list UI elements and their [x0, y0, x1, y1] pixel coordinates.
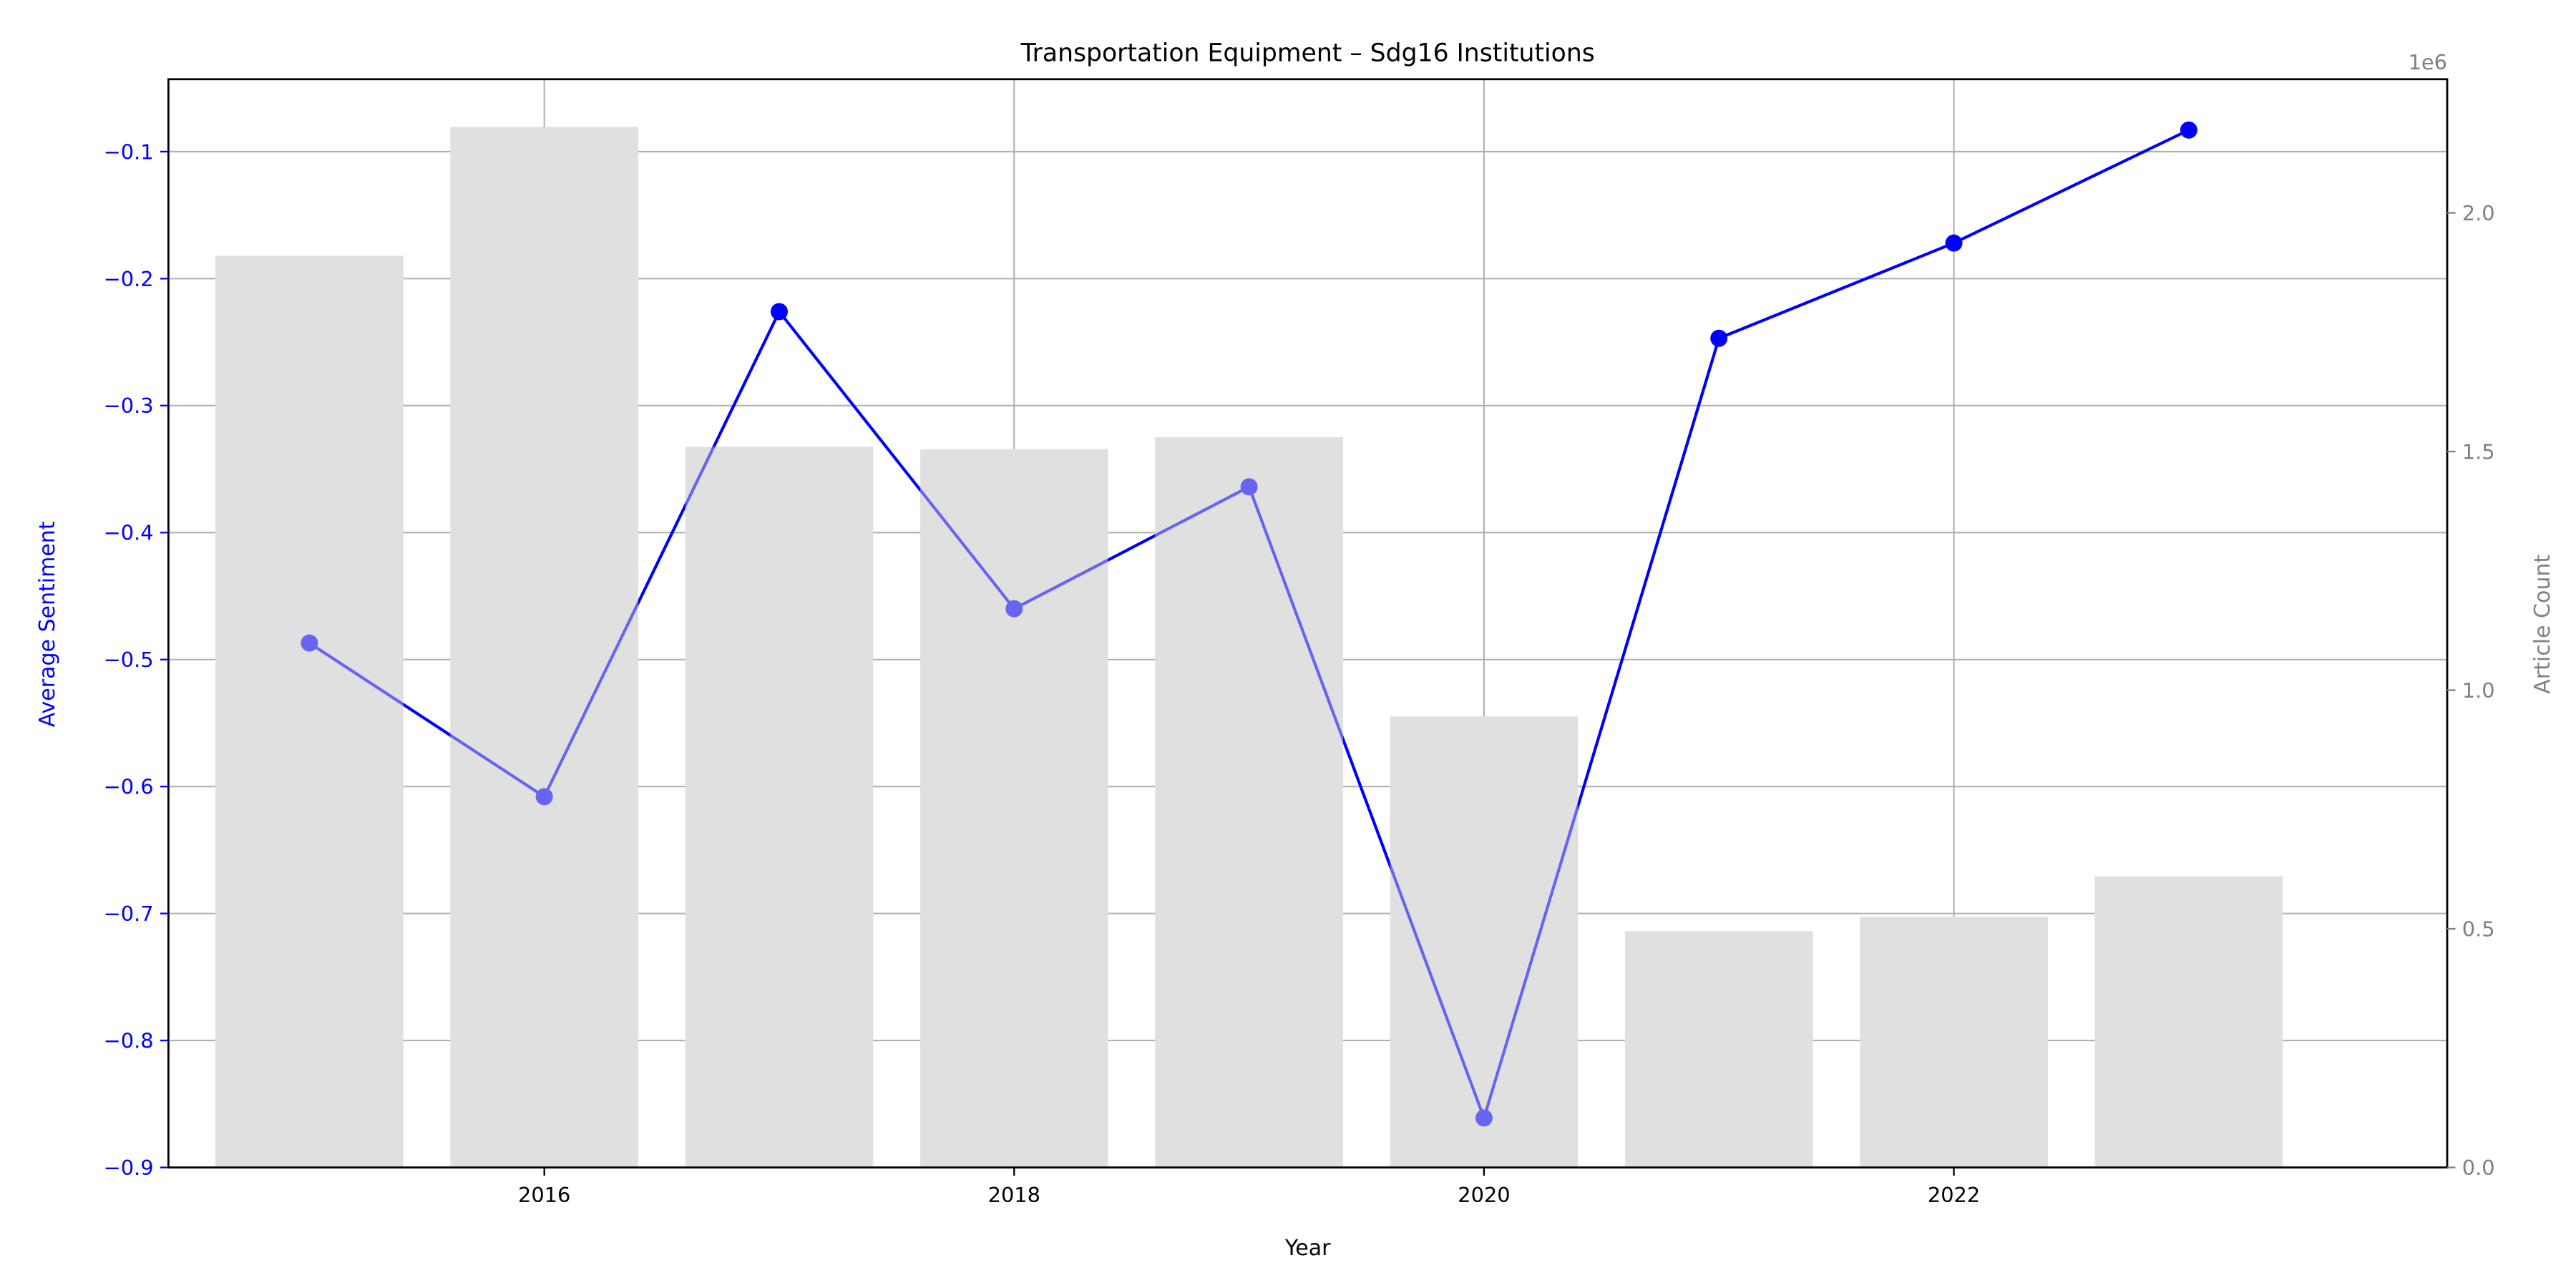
sentiment-point [1240, 478, 1258, 496]
bar [2094, 876, 2283, 1168]
bar-overlay [919, 449, 1108, 1168]
chart-title: Transportation Equipment – Sdg16 Institu… [1020, 39, 1595, 67]
x-tick-label: 2016 [518, 1183, 570, 1207]
y-tick-label: −0.9 [104, 1156, 154, 1180]
bar-overlay [1155, 437, 1343, 1168]
sentiment-point [1945, 234, 1963, 252]
bar-overlay [685, 447, 874, 1168]
bar-overlay [1860, 917, 2048, 1168]
axes: 2016 2018 2020 2022 −0.9 −0.8 −0.7 −0.6 −0.5 −0.4… [104, 140, 2495, 1207]
y2-axis-label: Article Count [2530, 555, 2555, 694]
y-tick-label: −0.3 [104, 394, 154, 418]
x-tick-label: 2022 [1928, 1183, 1980, 1207]
bar-overlay [1390, 716, 1579, 1168]
bar [919, 449, 1108, 1168]
x-axis-label: Year [1284, 1236, 1331, 1261]
y-tick-label: −0.4 [104, 521, 154, 545]
bar [450, 127, 639, 1168]
y-tick-label: −0.8 [104, 1028, 154, 1053]
sentiment-point [535, 788, 553, 806]
bar [1155, 437, 1343, 1168]
sentiment-point [770, 303, 788, 321]
y-tick-label: −0.1 [104, 140, 154, 164]
y-tick-label: −0.5 [104, 648, 154, 672]
sentiment-line [215, 121, 2283, 1168]
sentiment-point [2180, 121, 2197, 139]
bar [215, 255, 404, 1168]
plot-frame [167, 78, 2449, 1169]
x-tick-label: 2018 [988, 1183, 1040, 1207]
bar [1624, 931, 1813, 1168]
y2-tick-label: 2.0 [2462, 201, 2495, 225]
x-tick-label: 2020 [1458, 1183, 1510, 1207]
y-axis-label: Average Sentiment [35, 521, 60, 727]
y-tick-label: −0.7 [104, 902, 154, 926]
bar [1390, 716, 1579, 1168]
y2-offset-text: 1e6 [2409, 50, 2447, 74]
y2-tick-label: 0.0 [2462, 1156, 2495, 1180]
y-tick-label: −0.2 [104, 267, 154, 291]
sentiment-point [301, 634, 318, 652]
bar [1860, 917, 2048, 1168]
y2-tick-label: 0.5 [2462, 917, 2495, 941]
bar-overlay [450, 127, 639, 1168]
sentiment-point [1710, 329, 1728, 347]
y2-tick-label: 1.5 [2462, 439, 2495, 464]
y2-tick-label: 1.0 [2462, 678, 2495, 703]
bar-overlay [2094, 876, 2283, 1168]
bar-overlay [1624, 931, 1813, 1168]
bar [685, 447, 874, 1168]
sentiment-point [1475, 1109, 1493, 1127]
bars [215, 127, 2283, 1168]
y-tick-label: −0.6 [104, 775, 154, 799]
bar-overlay [215, 255, 404, 1168]
sentiment-point [1005, 600, 1023, 618]
